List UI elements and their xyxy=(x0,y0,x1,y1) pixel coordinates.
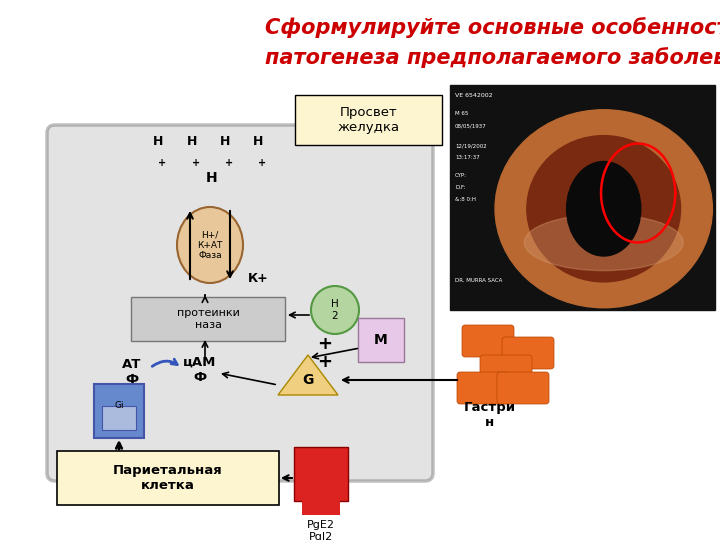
FancyBboxPatch shape xyxy=(302,497,340,515)
Text: +: + xyxy=(158,158,166,168)
Text: 08/05/1937: 08/05/1937 xyxy=(455,123,487,128)
Text: H: H xyxy=(186,135,197,148)
Circle shape xyxy=(311,286,359,334)
Text: +: + xyxy=(225,158,233,168)
Text: +: + xyxy=(318,353,333,371)
FancyBboxPatch shape xyxy=(502,337,554,369)
Text: PgE2
PgI2: PgE2 PgI2 xyxy=(307,520,335,540)
FancyBboxPatch shape xyxy=(497,372,549,404)
Text: Париетальная
клетка: Париетальная клетка xyxy=(113,464,223,492)
Text: цАМ
Ф: цАМ Ф xyxy=(184,356,217,384)
Text: D.F:: D.F: xyxy=(455,185,466,190)
Ellipse shape xyxy=(527,136,680,282)
Text: Gi: Gi xyxy=(114,401,124,409)
Text: H: H xyxy=(153,135,163,148)
FancyBboxPatch shape xyxy=(480,355,532,387)
Text: Н+/
К+АТ
Фаза: Н+/ К+АТ Фаза xyxy=(197,230,222,260)
Ellipse shape xyxy=(177,207,243,283)
Text: VE 6542002: VE 6542002 xyxy=(455,93,492,98)
Ellipse shape xyxy=(495,110,712,308)
Text: 12/19/2002: 12/19/2002 xyxy=(455,143,487,148)
Text: +: + xyxy=(192,158,200,168)
Text: патогенеза предполагаемого заболевания: патогенеза предполагаемого заболевания xyxy=(265,48,720,69)
Text: M 65: M 65 xyxy=(455,111,469,116)
Text: +: + xyxy=(318,335,333,353)
FancyBboxPatch shape xyxy=(47,125,433,481)
Bar xyxy=(450,85,715,310)
Text: К+: К+ xyxy=(248,272,269,285)
FancyBboxPatch shape xyxy=(295,95,442,145)
Text: АТ
Ф: АТ Ф xyxy=(122,358,142,386)
FancyBboxPatch shape xyxy=(57,451,279,505)
Text: Просвет
желудка: Просвет желудка xyxy=(338,106,400,134)
FancyBboxPatch shape xyxy=(94,384,144,438)
FancyBboxPatch shape xyxy=(131,297,285,341)
FancyBboxPatch shape xyxy=(457,372,509,404)
Text: 13:17:37: 13:17:37 xyxy=(455,155,480,160)
Text: Сформулируйте основные особенности: Сформулируйте основные особенности xyxy=(265,17,720,38)
Text: &:8 0:H: &:8 0:H xyxy=(455,197,476,202)
Text: H: H xyxy=(206,171,218,185)
Text: DR. MURRA SACA: DR. MURRA SACA xyxy=(455,278,503,283)
Text: H: H xyxy=(220,135,230,148)
FancyBboxPatch shape xyxy=(294,447,348,501)
Text: CYP:: CYP: xyxy=(455,173,467,178)
Text: G: G xyxy=(302,373,314,387)
FancyBboxPatch shape xyxy=(358,318,404,362)
Text: +: + xyxy=(258,158,266,168)
Text: M: M xyxy=(374,333,388,347)
Ellipse shape xyxy=(524,214,683,271)
Text: H: H xyxy=(253,135,264,148)
Polygon shape xyxy=(278,355,338,395)
Text: Н
2: Н 2 xyxy=(331,299,339,321)
FancyBboxPatch shape xyxy=(462,325,514,357)
Text: протеинки
наза: протеинки наза xyxy=(176,308,240,330)
Ellipse shape xyxy=(567,161,641,256)
FancyBboxPatch shape xyxy=(102,406,136,430)
Text: Гастри
н: Гастри н xyxy=(464,401,516,429)
